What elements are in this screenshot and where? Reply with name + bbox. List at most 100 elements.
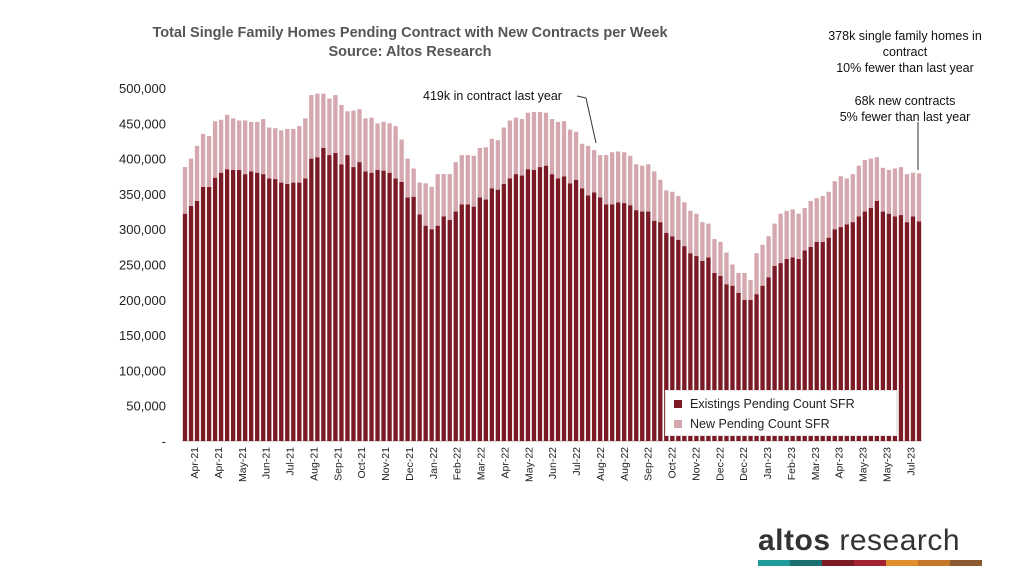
bar-new-pending bbox=[471, 155, 476, 207]
bar-existing-pending bbox=[844, 224, 849, 441]
y-tick-label: 350,000 bbox=[119, 187, 166, 202]
bar-existing-pending bbox=[664, 232, 669, 441]
x-tick-label: Dec-22 bbox=[714, 447, 726, 481]
bar-new-pending bbox=[573, 131, 579, 180]
bar-new-pending bbox=[778, 213, 783, 264]
bar-existing-pending bbox=[778, 263, 783, 441]
logo-bar-segment bbox=[790, 560, 822, 566]
bar-new-pending bbox=[610, 152, 615, 205]
bar-existing-pending bbox=[591, 192, 597, 441]
bar-existing-pending bbox=[682, 246, 687, 441]
bar-new-pending bbox=[549, 119, 555, 175]
bar-new-pending bbox=[321, 93, 326, 149]
bar-existing-pending bbox=[868, 208, 874, 441]
bar-new-pending bbox=[387, 123, 392, 173]
altos-research-logo: altos research bbox=[758, 524, 982, 566]
bar-existing-pending bbox=[742, 299, 747, 441]
logo-bar-segment bbox=[950, 560, 982, 566]
bar-new-pending bbox=[742, 272, 747, 300]
bar-new-pending bbox=[585, 145, 591, 196]
bar-new-pending bbox=[537, 112, 543, 168]
bar-new-pending bbox=[218, 119, 224, 173]
bar-existing-pending bbox=[441, 216, 446, 441]
bar-new-pending bbox=[206, 136, 212, 187]
bar-new-pending bbox=[531, 112, 537, 170]
bar-existing-pending bbox=[886, 213, 892, 441]
bar-existing-pending bbox=[387, 172, 392, 441]
bar-existing-pending bbox=[640, 211, 645, 441]
x-tick-label: Feb-23 bbox=[786, 447, 798, 480]
bar-existing-pending bbox=[411, 196, 416, 441]
bar-new-pending bbox=[628, 155, 633, 206]
bar-new-pending bbox=[399, 139, 404, 182]
bar-new-pending bbox=[309, 95, 314, 159]
bar-new-pending bbox=[435, 174, 440, 226]
bar-existing-pending bbox=[351, 167, 356, 441]
bar-new-pending bbox=[826, 191, 831, 238]
x-tick-label: Nov-22 bbox=[690, 447, 702, 481]
bar-existing-pending bbox=[447, 220, 452, 441]
bar-existing-pending bbox=[435, 225, 440, 441]
x-tick-label: Apr-21 bbox=[213, 447, 225, 479]
bar-new-pending bbox=[441, 174, 446, 217]
annotation-total-line1: 378k single family homes in bbox=[828, 29, 982, 43]
bar-existing-pending bbox=[712, 272, 717, 441]
bar-existing-pending bbox=[898, 215, 904, 441]
chart-subtitle: Source: Altos Research bbox=[328, 44, 492, 60]
bar-existing-pending bbox=[255, 172, 260, 441]
bar-existing-pending bbox=[880, 211, 886, 441]
bar-existing-pending bbox=[603, 204, 609, 441]
y-tick-label: 250,000 bbox=[119, 258, 166, 273]
x-tick-label: Jan-23 bbox=[762, 447, 774, 479]
bar-new-pending bbox=[236, 120, 242, 170]
bar-new-pending bbox=[345, 111, 350, 156]
bar-new-pending bbox=[591, 150, 597, 193]
x-tick-label: May-23 bbox=[881, 447, 893, 482]
bar-existing-pending bbox=[832, 229, 837, 441]
bar-existing-pending bbox=[465, 204, 470, 441]
bar-existing-pending bbox=[507, 178, 513, 441]
bar-existing-pending bbox=[784, 258, 789, 441]
x-tick-label: Apr-21 bbox=[189, 447, 201, 479]
bar-existing-pending bbox=[381, 170, 386, 441]
bar-existing-pending bbox=[652, 220, 657, 441]
bar-existing-pending bbox=[549, 174, 555, 441]
bar-new-pending bbox=[405, 158, 410, 198]
bar-existing-pending bbox=[616, 202, 621, 441]
bar-existing-pending bbox=[291, 182, 296, 441]
bar-new-pending bbox=[291, 128, 296, 183]
bar-new-pending bbox=[886, 169, 892, 214]
bar-existing-pending bbox=[537, 167, 543, 441]
bar-existing-pending bbox=[916, 221, 922, 441]
annotation-new-contracts: 68k new contracts 5% fewer than last yea… bbox=[810, 93, 1000, 125]
bar-new-pending bbox=[381, 121, 386, 171]
chart-title-main: Total Single Family Homes Pending Contra… bbox=[152, 25, 668, 41]
bar-new-pending bbox=[339, 104, 344, 165]
bar-new-pending bbox=[622, 152, 627, 204]
legend-label-new: New Pending Count SFR bbox=[690, 417, 830, 431]
bar-existing-pending bbox=[200, 186, 206, 441]
annotation-new-line2: 5% fewer than last year bbox=[839, 110, 971, 124]
bar-existing-pending bbox=[513, 174, 519, 441]
bar-existing-pending bbox=[333, 152, 338, 441]
bar-new-pending bbox=[273, 128, 278, 180]
bar-new-pending bbox=[796, 213, 801, 259]
annotation-total-line3: 10% fewer than last year bbox=[836, 61, 974, 75]
bar-existing-pending bbox=[315, 157, 320, 441]
bar-new-pending bbox=[417, 182, 422, 215]
y-tick-label: 500,000 bbox=[119, 81, 166, 96]
bar-new-pending bbox=[423, 183, 428, 226]
bar-new-pending bbox=[820, 196, 825, 242]
annotation-total-line2: contract bbox=[882, 45, 928, 59]
bar-existing-pending bbox=[194, 200, 200, 441]
bar-existing-pending bbox=[369, 172, 374, 441]
bar-existing-pending bbox=[628, 205, 633, 441]
bar-new-pending bbox=[315, 93, 320, 158]
bar-existing-pending bbox=[285, 184, 290, 441]
bar-new-pending bbox=[261, 119, 266, 175]
y-tick-label: 150,000 bbox=[119, 328, 166, 343]
x-tick-label: Jul-21 bbox=[285, 447, 297, 476]
bar-existing-pending bbox=[375, 169, 380, 441]
bar-new-pending bbox=[543, 112, 549, 166]
annotation-new-line1: 68k new contracts bbox=[854, 94, 956, 108]
